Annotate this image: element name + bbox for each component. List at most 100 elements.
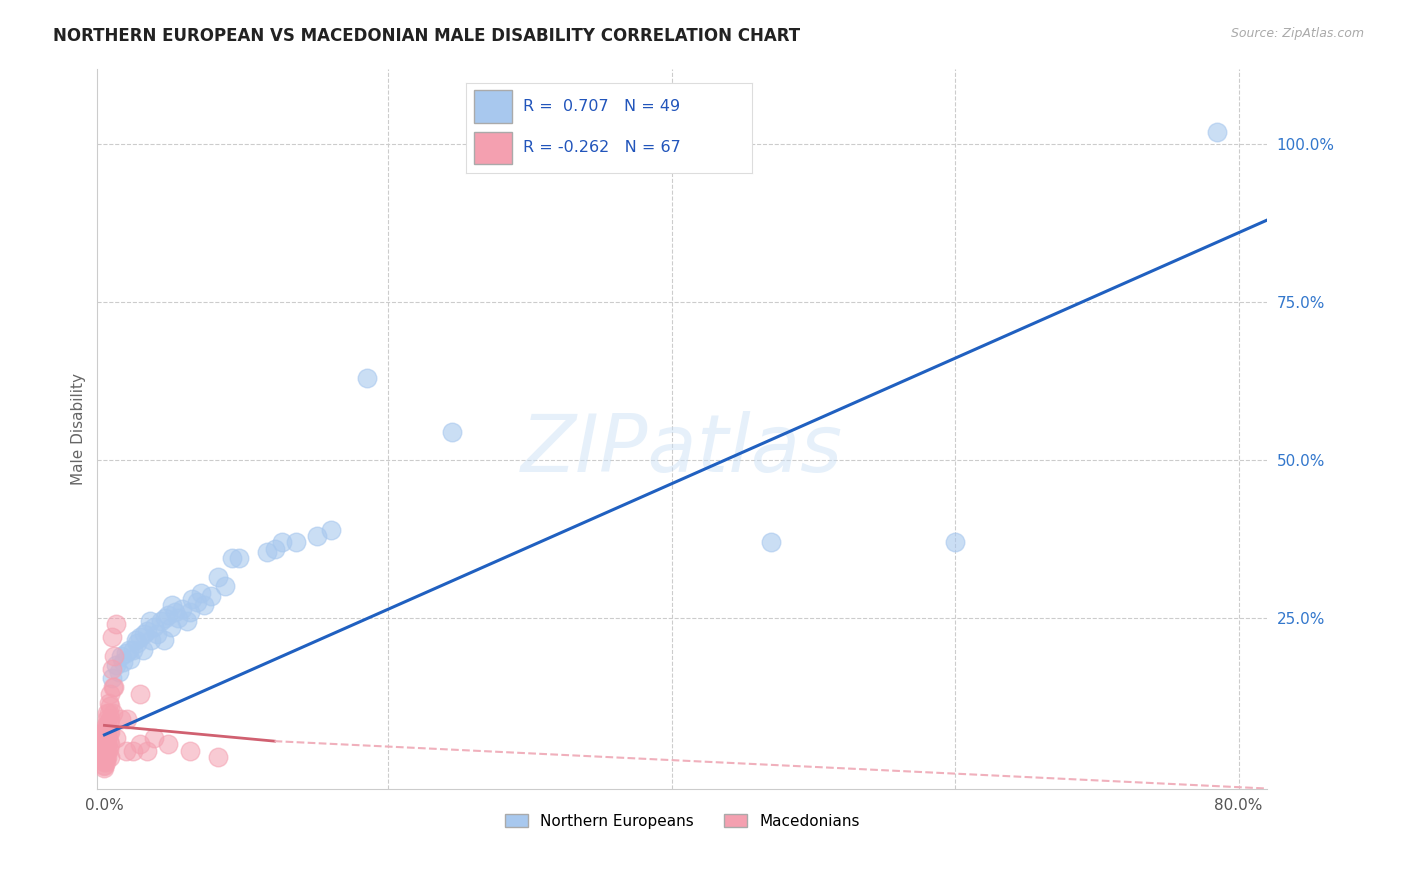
Point bbox=[93, 745, 115, 759]
Point bbox=[100, 630, 122, 644]
Point bbox=[759, 535, 782, 549]
Point bbox=[93, 728, 115, 742]
Point bbox=[97, 715, 120, 730]
Point bbox=[104, 658, 127, 673]
Point bbox=[93, 761, 115, 775]
Point bbox=[125, 636, 148, 650]
Point bbox=[94, 728, 117, 742]
Point bbox=[179, 605, 201, 619]
Point bbox=[96, 724, 118, 739]
Point bbox=[155, 611, 177, 625]
Point bbox=[97, 742, 120, 756]
Point bbox=[110, 648, 132, 663]
Point bbox=[94, 755, 117, 769]
Point bbox=[114, 744, 136, 758]
Point bbox=[139, 614, 162, 628]
Point bbox=[284, 535, 307, 549]
Point bbox=[94, 739, 117, 753]
Point bbox=[94, 731, 117, 745]
Point bbox=[93, 759, 115, 773]
Point bbox=[96, 744, 118, 758]
Text: ZIPatlas: ZIPatlas bbox=[522, 411, 844, 489]
Point bbox=[93, 757, 115, 772]
Point bbox=[157, 737, 180, 751]
Point bbox=[93, 739, 115, 753]
Y-axis label: Male Disability: Male Disability bbox=[72, 373, 86, 484]
Point bbox=[93, 737, 115, 751]
Point bbox=[193, 599, 215, 613]
Point bbox=[118, 652, 141, 666]
Point bbox=[93, 747, 115, 761]
Point bbox=[207, 750, 229, 764]
Point bbox=[165, 605, 187, 619]
Point bbox=[160, 620, 183, 634]
Point bbox=[96, 718, 118, 732]
Point bbox=[93, 731, 115, 745]
Point bbox=[94, 718, 117, 732]
Point bbox=[134, 627, 156, 641]
Point bbox=[96, 706, 118, 720]
Point bbox=[96, 737, 118, 751]
Point bbox=[97, 696, 120, 710]
Point bbox=[153, 633, 176, 648]
Point bbox=[207, 570, 229, 584]
Point bbox=[96, 750, 118, 764]
Point bbox=[256, 544, 278, 558]
Point bbox=[162, 599, 184, 613]
Point bbox=[115, 712, 138, 726]
Point bbox=[97, 706, 120, 720]
Point bbox=[101, 706, 124, 720]
Point bbox=[96, 712, 118, 726]
Point bbox=[121, 642, 143, 657]
Point bbox=[94, 734, 117, 748]
Point bbox=[150, 614, 173, 628]
Point bbox=[200, 589, 222, 603]
Point bbox=[128, 737, 150, 751]
Point bbox=[143, 731, 166, 745]
Point bbox=[93, 753, 115, 767]
Point bbox=[136, 744, 159, 758]
Point bbox=[94, 747, 117, 761]
Point bbox=[136, 624, 159, 638]
Point bbox=[96, 731, 118, 745]
Point bbox=[128, 687, 150, 701]
Point bbox=[146, 627, 169, 641]
Point bbox=[263, 541, 285, 556]
Point bbox=[98, 712, 121, 726]
Point bbox=[143, 620, 166, 634]
Point bbox=[440, 425, 463, 439]
Point bbox=[107, 665, 129, 679]
Point bbox=[214, 579, 236, 593]
Point bbox=[103, 648, 125, 663]
Point bbox=[98, 724, 121, 739]
Point bbox=[1206, 125, 1229, 139]
Point bbox=[186, 595, 208, 609]
Point bbox=[181, 592, 204, 607]
Point bbox=[128, 630, 150, 644]
Point bbox=[93, 734, 115, 748]
Point bbox=[141, 633, 163, 648]
Point bbox=[270, 535, 292, 549]
Point bbox=[101, 681, 124, 695]
Point bbox=[110, 712, 132, 726]
Point bbox=[93, 748, 115, 763]
Point bbox=[94, 724, 117, 739]
Point bbox=[97, 734, 120, 748]
Point bbox=[94, 742, 117, 756]
Point bbox=[98, 737, 121, 751]
Point bbox=[117, 642, 139, 657]
Point bbox=[104, 731, 127, 745]
Point bbox=[228, 551, 250, 566]
Point bbox=[321, 523, 343, 537]
Text: NORTHERN EUROPEAN VS MACEDONIAN MALE DISABILITY CORRELATION CHART: NORTHERN EUROPEAN VS MACEDONIAN MALE DIS… bbox=[53, 27, 800, 45]
Point bbox=[98, 699, 121, 714]
Point bbox=[94, 751, 117, 765]
Point bbox=[94, 722, 117, 736]
Point bbox=[111, 655, 134, 669]
Point bbox=[943, 535, 966, 549]
Point bbox=[356, 371, 378, 385]
Point bbox=[98, 687, 121, 701]
Point bbox=[167, 611, 190, 625]
Point bbox=[172, 601, 194, 615]
Point bbox=[132, 642, 155, 657]
